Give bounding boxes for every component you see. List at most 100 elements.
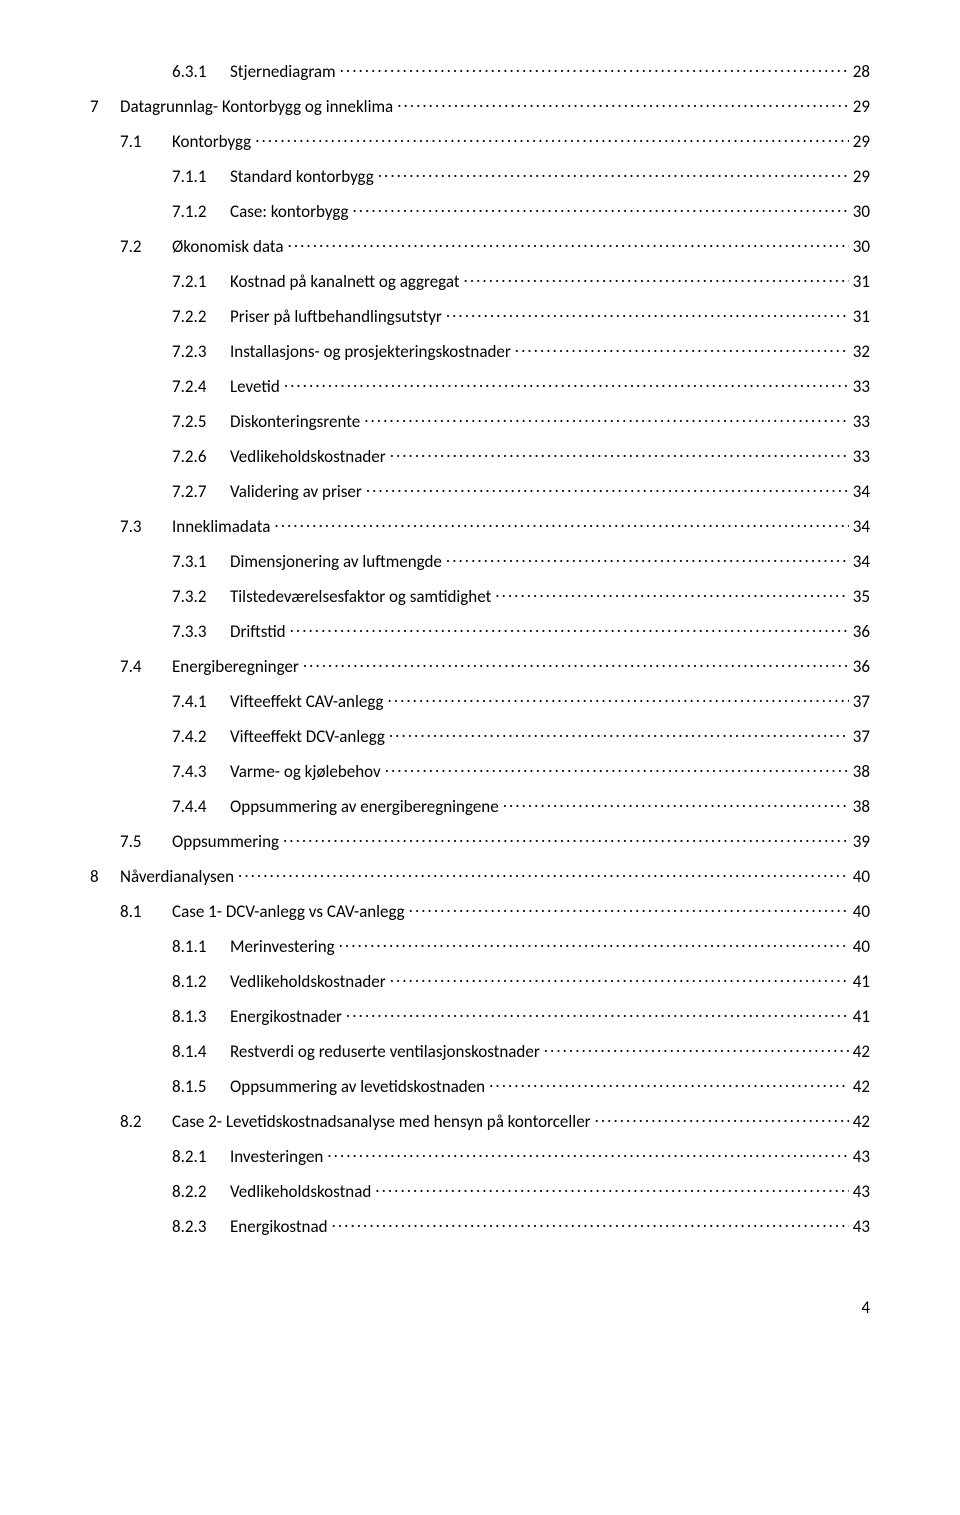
toc-page-number: 43 [853,1146,870,1167]
toc-section-title: Installasjons- og prosjekteringskostnade… [230,341,511,362]
toc-entry: 7.4.1Vifteeffekt CAV-anlegg37 [90,690,870,712]
toc-page-number: 40 [853,901,870,922]
toc-section-number: 8 [90,866,120,887]
toc-leader-dots [346,1005,849,1022]
toc-section-number: 7.4.3 [172,761,230,782]
toc-section-number: 8.1.4 [172,1041,230,1062]
toc-leader-dots [389,725,849,742]
toc-leader-dots [238,865,849,882]
toc-section-title: Varme- og kjølebehov [230,761,381,782]
toc-section-title: Vifteeffekt DCV-anlegg [230,726,385,747]
toc-section-number: 7.2.7 [172,481,230,502]
toc-section-title: Energiberegninger [172,656,299,677]
toc-section-number: 7.3.2 [172,586,230,607]
toc-section-number: 7.2 [120,236,172,257]
toc-entry: 7.4.2Vifteeffekt DCV-anlegg 37 [90,725,870,747]
toc-section-title: Standard kontorbygg [230,166,374,187]
toc-page-number: 41 [853,971,870,992]
toc-section-title: Investeringen [230,1146,323,1167]
toc-section-title: Nåverdianalysen [120,866,234,887]
toc-section-title: Vedlikeholdskostnader [230,446,386,467]
toc-leader-dots [409,900,849,917]
toc-section-number: 7.5 [120,831,172,852]
toc-section-number: 7.4.4 [172,796,230,817]
toc-entry: 8.2.3Energikostnad43 [90,1215,870,1237]
toc-page-number: 39 [853,831,870,852]
toc-section-number: 7.3.1 [172,551,230,572]
toc-page-number: 33 [853,411,870,432]
toc-entry: 8.2Case 2- Levetidskostnadsanalyse med h… [90,1110,870,1132]
toc-leader-dots [332,1215,849,1232]
toc-page-number: 33 [853,446,870,467]
toc-page-number: 42 [853,1076,870,1097]
toc-page-number: 37 [853,726,870,747]
toc-page-number: 30 [853,201,870,222]
toc-section-number: 7.3.3 [172,621,230,642]
toc-leader-dots [340,60,849,77]
toc-page-number: 38 [853,761,870,782]
toc-page-number: 42 [853,1111,870,1132]
toc-leader-dots [385,760,849,777]
toc-leader-dots [339,935,849,952]
toc-section-title: Restverdi og reduserte ventilasjonskostn… [230,1041,540,1062]
toc-page-number: 43 [853,1216,870,1237]
toc-leader-dots [290,620,849,637]
toc-section-number: 7 [90,96,120,117]
toc-section-title: Stjernediagram [230,61,336,82]
toc-leader-dots [464,270,849,287]
toc-section-number: 7.4.1 [172,691,230,712]
toc-leader-dots [397,95,849,112]
toc-entry: 8Nåverdianalysen 40 [90,865,870,887]
toc-page-number: 31 [853,306,870,327]
toc-page-number: 41 [853,1006,870,1027]
toc-section-number: 7.1 [120,131,172,152]
toc-section-title: Tilstedeværelsesfaktor og samtidighet [230,586,491,607]
toc-page-number: 31 [853,271,870,292]
toc-leader-dots [390,970,849,987]
toc-entry: 7.2.3Installasjons- og prosjekteringskos… [90,340,870,362]
toc-section-number: 8.2.1 [172,1146,230,1167]
toc-page-number: 36 [853,656,870,677]
toc-section-title: Oppsummering av energiberegningene [230,796,499,817]
toc-entry: 7Datagrunnlag- Kontorbygg og inneklima29 [90,95,870,117]
toc-entry: 7.1.2Case: kontorbygg 30 [90,200,870,222]
toc-section-number: 7.2.1 [172,271,230,292]
toc-entry: 8.2.2Vedlikeholdskostnad43 [90,1180,870,1202]
toc-page-number: 42 [853,1041,870,1062]
toc-entry: 7.4Energiberegninger36 [90,655,870,677]
toc-section-number: 8.1.1 [172,936,230,957]
toc-section-title: Kontorbygg [172,131,251,152]
toc-leader-dots [375,1180,848,1197]
toc-section-title: Case 2- Levetidskostnadsanalyse med hens… [172,1111,591,1132]
toc-section-number: 8.2 [120,1111,172,1132]
toc-leader-dots [489,1075,849,1092]
toc-entry: 7.1Kontorbygg29 [90,130,870,152]
toc-section-title: Case: kontorbygg [230,201,349,222]
toc-section-number: 7.4.2 [172,726,230,747]
toc-page-number: 29 [853,96,870,117]
toc-entry: 7.2.7Validering av priser34 [90,480,870,502]
toc-leader-dots [283,830,849,847]
toc-section-title: Økonomisk data [172,236,284,257]
toc-entry: 7.2.4Levetid33 [90,375,870,397]
toc-list: 6.3.1Stjernediagram287Datagrunnlag- Kont… [90,60,870,1237]
toc-entry: 8.1Case 1- DCV-anlegg vs CAV-anlegg40 [90,900,870,922]
toc-entry: 8.1.4Restverdi og reduserte ventilasjons… [90,1040,870,1062]
toc-leader-dots [327,1145,848,1162]
toc-section-title: Validering av priser [230,481,362,502]
toc-section-title: Energikostnader [230,1006,342,1027]
toc-section-number: 8.1 [120,901,172,922]
toc-section-number: 7.1.2 [172,201,230,222]
toc-leader-dots [378,165,849,182]
toc-page-number: 37 [853,691,870,712]
toc-leader-dots [390,445,849,462]
toc-section-number: 7.2.6 [172,446,230,467]
toc-section-title: Oppsummering av levetidskostnaden [230,1076,485,1097]
toc-entry: 8.1.1Merinvestering40 [90,935,870,957]
toc-leader-dots [303,655,849,672]
toc-page-number: 40 [853,866,870,887]
toc-entry: 7.3.1Dimensjonering av luftmengde34 [90,550,870,572]
toc-entry: 7.3Inneklimadata34 [90,515,870,537]
toc-section-number: 8.2.3 [172,1216,230,1237]
toc-page-number: 36 [853,621,870,642]
